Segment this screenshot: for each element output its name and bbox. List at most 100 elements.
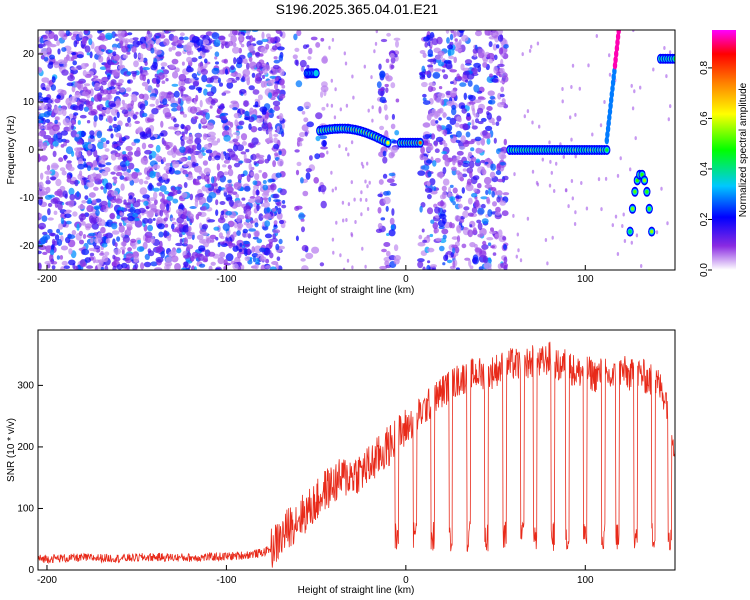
spectrogram-noise-cell	[222, 223, 230, 232]
spectrogram-noise-cell	[150, 64, 158, 71]
spectrogram-noise-cell	[127, 79, 131, 84]
spectrogram-noise-cell	[278, 238, 283, 245]
spectrogram-noise-cell	[87, 197, 92, 204]
spectrogram-noise-cell	[391, 113, 395, 120]
spectrogram-noise-cell	[474, 247, 482, 253]
spectrogram-noise-cell	[477, 183, 482, 189]
x-tick-label: 0	[403, 575, 409, 586]
spectrogram-noise-cell	[450, 223, 455, 229]
spectrogram-noise-cell	[67, 75, 75, 82]
spectrogram-noise-cell	[465, 183, 474, 192]
spectrogram-noise-cell	[460, 105, 466, 109]
spectrogram-noise-cell	[171, 107, 178, 112]
spectrogram-noise-cell	[145, 235, 152, 243]
spectrogram-noise-cell	[561, 99, 564, 104]
spectrogram-noise-cell	[126, 51, 131, 55]
spectrogram-noise-cell	[471, 119, 475, 127]
spectrogram-noise-cell	[186, 231, 193, 240]
spectrogram-noise-cell	[107, 74, 111, 80]
spectrogram-noise-cell	[140, 262, 145, 270]
spectrogram-noise-cell	[167, 94, 172, 102]
spectrogram-noise-cell	[61, 47, 67, 52]
spectrogram-noise-cell	[199, 263, 206, 268]
spectrogram-noise-cell	[248, 123, 252, 130]
spectrogram-noise-cell	[109, 89, 117, 95]
spectrogram-noise-cell	[232, 263, 239, 270]
spectrogram-noise-cell	[225, 68, 228, 75]
spectrogram-noise-cell	[78, 98, 87, 103]
spectrogram-noise-cell	[166, 203, 170, 211]
spectrogram-noise-cell	[206, 137, 215, 142]
spectrogram-noise-cell	[191, 161, 197, 168]
spectrogram-noise-cell	[171, 255, 179, 263]
spectrogram-noise-cell	[120, 233, 125, 238]
y-tick-label: 200	[17, 442, 34, 453]
spectrogram-noise-cell	[427, 247, 435, 253]
spectrogram-noise-cell	[564, 188, 568, 193]
spectrogram-noise-cell	[380, 38, 388, 43]
spectrogram-noise-cell	[366, 184, 369, 189]
spectrogram-noise-cell	[282, 200, 286, 204]
spectrogram-noise-cell	[481, 166, 485, 175]
spectrogram-noise-cell	[443, 142, 448, 148]
spectrogram-noise-cell	[603, 100, 606, 104]
spectrogram-noise-cell	[424, 41, 429, 48]
spectrogram-noise-cell	[204, 184, 211, 188]
spectrogram-noise-cell	[298, 212, 305, 220]
spectrogram-noise-cell	[268, 109, 275, 114]
spectrogram-noise-cell	[383, 196, 391, 205]
spectrogram-signal-core	[642, 178, 647, 183]
spectrogram-noise-cell	[597, 177, 601, 182]
spectrogram-noise-cell	[177, 43, 183, 48]
spectrogram-noise-cell	[427, 64, 434, 68]
spectrogram-x-label: Height of straight line (km)	[298, 285, 415, 296]
spectrogram-noise-cell	[183, 36, 189, 41]
spectrogram-noise-cell	[223, 171, 230, 176]
spectrogram-noise-cell	[99, 252, 105, 256]
spectrogram-noise-cell	[197, 253, 205, 261]
spectrogram-noise-cell	[580, 181, 583, 185]
spectrogram-noise-cell	[479, 228, 487, 236]
colorbar: 0.0 0.2 0.4 0.6 0.8 Normalized spectral ampl…	[699, 30, 749, 277]
spectrogram-noise-cell	[59, 167, 66, 172]
spectrogram-noise-cell	[330, 78, 333, 83]
spectrogram-noise-cell	[150, 203, 157, 212]
spectrogram-noise-cell	[272, 100, 281, 107]
spectrogram-noise-cell	[124, 39, 128, 48]
spectrogram-noise-cell	[172, 71, 179, 79]
spectrogram-noise-cell	[390, 57, 396, 64]
spectrogram-noise-cell	[490, 245, 495, 249]
spectrogram-noise-cell	[238, 160, 244, 164]
spectrogram-noise-cell	[439, 141, 443, 145]
spectrogram-noise-cell	[148, 197, 156, 202]
spectrogram-noise-cell	[89, 51, 93, 59]
spectrogram-noise-cell	[378, 179, 384, 185]
spectrogram-noise-cell	[441, 217, 447, 224]
spectrogram-noise-cell	[56, 40, 60, 46]
spectrogram-noise-cell	[499, 34, 503, 40]
spectrogram-noise-cell	[660, 186, 663, 191]
spectrogram-noise-cell	[38, 222, 46, 230]
spectrogram-noise-cell	[41, 215, 48, 222]
spectrogram-noise-cell	[228, 240, 233, 249]
spectrogram-noise-cell	[78, 230, 83, 236]
spectrogram-noise-cell	[319, 262, 325, 267]
spectrogram-noise-cell	[105, 32, 113, 40]
spectrogram-noise-cell	[484, 161, 489, 165]
spectrogram-noise-cell	[132, 212, 139, 218]
spectrogram-noise-cell	[385, 87, 389, 93]
x-tick-label: -100	[216, 575, 236, 586]
spectrogram-noise-cell	[187, 148, 194, 154]
spectrogram-noise-cell	[100, 186, 104, 190]
spectrogram-noise-cell	[63, 211, 71, 214]
spectrogram-noise-cell	[490, 186, 497, 192]
spectrogram-noise-cell	[496, 115, 502, 122]
spectrogram-noise-cell	[276, 46, 285, 51]
spectrogram-noise-cell	[62, 118, 71, 126]
spectrogram-noise-cell	[331, 37, 335, 42]
spectrogram-noise-cell	[157, 104, 165, 109]
spectrogram-x-ticks: -200 -100 0 100	[37, 265, 594, 285]
spectrogram-noise-cell	[130, 93, 137, 98]
spectrogram-noise-cell	[101, 255, 109, 263]
y-tick-label: 300	[17, 380, 34, 391]
